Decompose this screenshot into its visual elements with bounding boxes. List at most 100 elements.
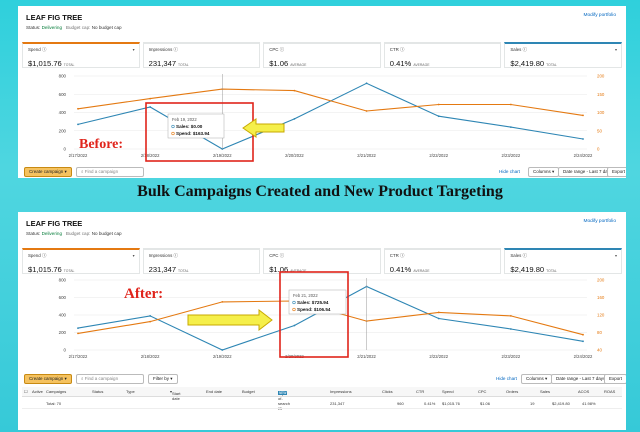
y-left-tick-label: 600 [59,92,67,97]
chevron-down-icon[interactable]: ▾ [614,47,617,52]
export-button[interactable]: Export [607,167,626,177]
metric-sales[interactable]: Sales ⓘ $2,419.80 TOTAL ▾ [504,42,622,68]
x-tick-label: 2/17/2022 [69,153,88,158]
metric-sub: TOTAL [63,269,75,273]
metric-impressions[interactable]: Impressions ⓘ 231,347 TOTAL [142,42,261,68]
column-header[interactable]: CPC [478,389,487,394]
columns-button[interactable]: Columns ▾ [521,374,553,384]
y-right-tick-label: 200 [597,74,605,79]
column-header[interactable]: ACOS [578,389,590,394]
x-tick-label: 2/22/2022 [429,354,448,359]
metric-value: $1.06 [269,265,289,274]
column-header[interactable]: Type [126,389,135,394]
metric-ctr[interactable]: CTR ⓘ 0.41% AVERAGE [383,248,502,274]
y-left-tick-label: 400 [59,313,67,318]
data-point-sales [582,340,584,343]
column-header[interactable]: Spend [442,389,454,394]
data-point-sales [77,123,79,126]
search-icon: ⌕ [81,376,84,381]
filter-by-button[interactable]: Filter by ▾ [148,374,178,384]
modify-portfolio-link[interactable]: Modify portfolio [583,13,616,18]
tooltip-spend: Spend: $106.54 [297,307,331,312]
metric-impressions[interactable]: Impressions ⓘ 231,347 TOTAL [142,248,261,274]
annotation-label: Before: [79,137,123,152]
data-point-sales [77,327,79,329]
metric-sub: AVERAGE [413,63,430,67]
column-header[interactable]: Budget [242,389,255,394]
budget-label: Budget cap: [65,231,91,236]
search-placeholder: Find a campaign [84,169,119,174]
column-header[interactable]: Status [92,389,104,394]
column-header[interactable]: Orders [506,389,519,394]
chevron-down-icon[interactable]: ▾ [614,253,617,258]
budget-label: Budget cap: [65,25,91,30]
series-line-sales [77,82,584,150]
info-icon: ⓘ [400,47,405,52]
chevron-down-icon[interactable]: ▾ [132,47,135,52]
data-point-sales [221,349,224,351]
data-point-sales [509,328,512,330]
data-point-spend [77,332,79,335]
column-header[interactable]: Impressions [330,389,352,394]
select-all-checkbox[interactable]: ☐ [24,389,28,394]
status-label: Status: [26,25,41,30]
metric-ctr[interactable]: CTR ⓘ 0.41% AVERAGE [383,42,502,68]
y-left-tick-label: 200 [59,128,67,133]
series-line-spend [77,88,584,116]
hide-chart-link[interactable]: Hide chart [496,376,517,381]
y-left-tick-label: 400 [59,110,67,115]
metric-cpc[interactable]: CPC ⓘ $1.06 AVERAGE [263,42,381,68]
y-right-tick-label: 160 [597,295,605,300]
hide-chart-link[interactable]: Hide chart [499,169,520,174]
metric-value: 231,347 [148,59,177,68]
tooltip-spend: Spend: $163.94 [176,131,210,136]
column-header[interactable]: Sales [540,389,551,394]
campaign-search-input[interactable]: ⌕ Find a campaign [76,374,144,384]
data-point-spend [437,311,440,314]
metric-sales[interactable]: Sales ⓘ $2,419.80 TOTAL ▾ [504,248,622,274]
performance-chart: 0 200 400 600 800 40 80 120 160 200 2/17/2022 2/18/… [59,271,605,359]
x-tick-label: 2/23/2022 [502,153,521,158]
column-header[interactable]: Clicks [382,389,393,394]
campaign-search-input[interactable]: ⌕ Find a campaign [76,167,144,177]
data-point-sales [149,106,152,108]
button-label: Columns [533,169,551,174]
data-point-spend [365,110,368,112]
metric-cpc[interactable]: CPC ⓘ $1.06 AVERAGE [263,248,381,274]
create-campaign-button[interactable]: Create campaign ▾ [24,167,72,177]
x-tick-label: 2/24/2022 [574,354,593,359]
info-icon: ⓘ [41,47,47,52]
data-point-spend [77,107,79,110]
column-header[interactable]: End date [206,389,223,394]
total-acos: 41.98% [582,401,596,406]
chevron-down-icon[interactable]: ▾ [132,253,135,258]
metric-spend[interactable]: Spend ⓘ $1,015.76 TOTAL ▾ [22,42,140,68]
y-right-tick-label: 0 [597,147,600,152]
sales-legend-dot [171,124,175,129]
x-tick-label: 2/21/2022 [357,153,376,158]
tooltip-date: Feb 19, 2022 [172,117,197,122]
x-tick-label: 2/17/2022 [69,354,88,359]
column-header[interactable]: CTR [416,389,425,394]
columns-button[interactable]: Columns ▾ [528,167,560,177]
export-button[interactable]: Export [604,374,626,384]
performance-chart: 0 200 400 600 800 0 50 100 150 200 2/17/2022 2/18/2… [59,74,605,162]
metric-label: Sales [510,47,522,52]
tooltip [167,113,225,139]
date-range-button[interactable]: Date range - Last 7 days [551,374,611,384]
data-point-spend [509,315,512,317]
data-point-spend [437,103,440,106]
headline: Bulk Campaigns Created and New Product T… [137,183,503,200]
total-orders: 19 [530,401,535,406]
total-sales: $2,419.80 [552,401,570,406]
column-header[interactable]: Campaigns [46,389,67,394]
metric-sub: TOTAL [546,63,557,67]
metric-spend[interactable]: Spend ⓘ $1,015.76 TOTAL ▾ [22,248,140,274]
new-badge: NEW [278,391,288,395]
modify-portfolio-link[interactable]: Modify portfolio [583,219,616,224]
column-header[interactable]: Active [32,389,43,394]
column-header[interactable]: ROAS [604,389,616,394]
column-header[interactable]: ▾ Start date [170,389,181,401]
button-label: Create campaign [29,376,64,381]
create-campaign-button[interactable]: Create campaign ▾ [24,374,72,384]
